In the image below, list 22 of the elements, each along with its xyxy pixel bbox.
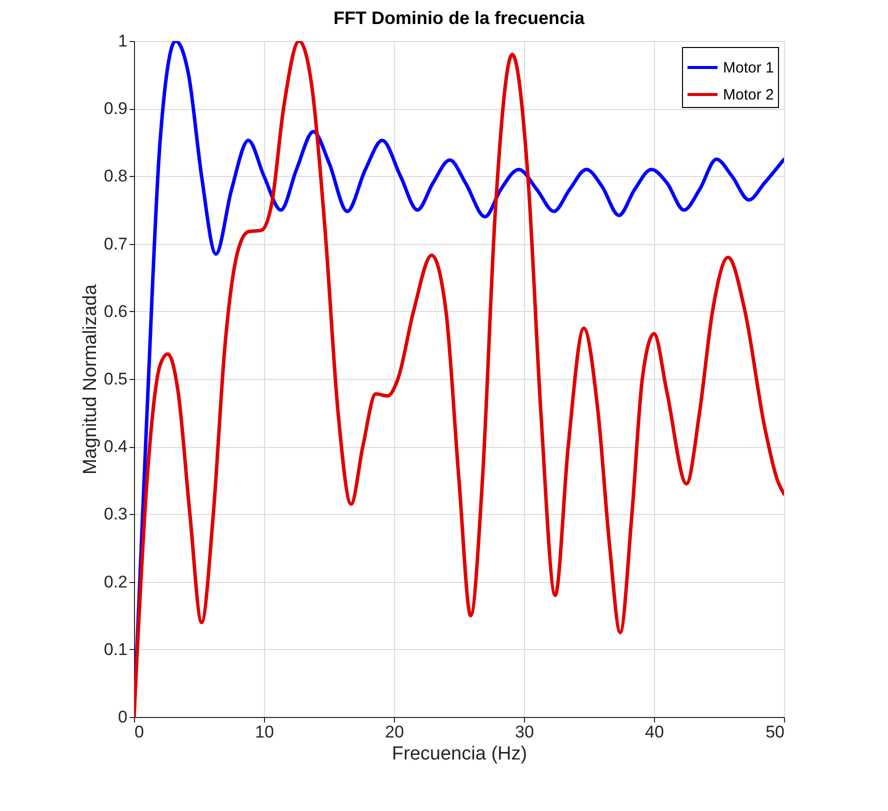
x-tick-label: 0 — [134, 722, 144, 742]
y-tick-label: 0 — [118, 708, 128, 726]
y-tick-label: 0.7 — [104, 234, 128, 254]
y-tick-label: 0.5 — [104, 370, 128, 388]
x-tick-label: 50 — [766, 722, 784, 742]
legend-label: Motor 1 — [723, 60, 774, 76]
legend-label: Motor 2 — [723, 86, 774, 104]
y-tick-label: 0.2 — [104, 572, 128, 592]
x-tick-label: 40 — [645, 722, 664, 742]
x-axis-title: Frecuencia (Hz) — [392, 744, 528, 764]
x-tick-label: 20 — [385, 722, 404, 742]
y-tick-label: 1 — [118, 32, 128, 50]
y-tick-label: 0.9 — [104, 99, 128, 118]
chart-title: FFT Dominio de la frecuencia — [333, 8, 586, 28]
y-tick-label: 0.4 — [104, 437, 128, 456]
x-tick-label: 10 — [255, 722, 274, 742]
y-tick-label: 0.6 — [104, 302, 128, 321]
y-tick-label: 0.1 — [104, 640, 128, 659]
y-tick-label: 0.8 — [104, 166, 128, 186]
y-axis-title: Magnitud Normalizada — [80, 284, 101, 475]
y-tick-label: 0.3 — [104, 504, 128, 524]
x-tick-label: 30 — [515, 722, 534, 742]
